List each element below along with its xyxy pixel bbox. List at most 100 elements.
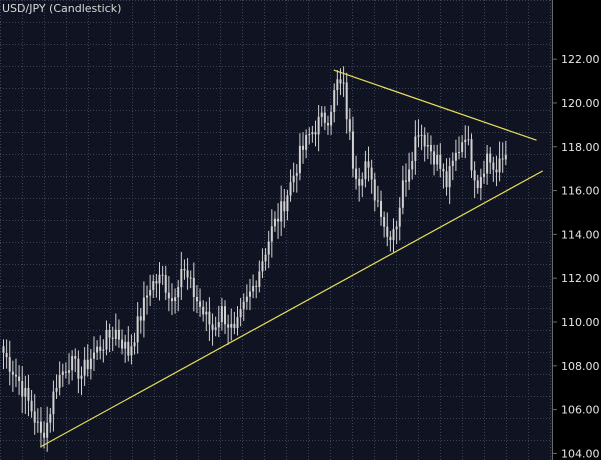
candle-body	[458, 152, 461, 154]
candle-body	[389, 236, 392, 241]
candle-body	[170, 298, 173, 302]
candle-body	[486, 153, 489, 174]
candle-body	[414, 136, 417, 161]
candle-body	[314, 132, 317, 135]
candle-body	[267, 241, 270, 255]
candle-body	[164, 275, 167, 293]
candle-body	[220, 306, 223, 323]
candle-body	[305, 135, 308, 150]
candle-body	[2, 346, 5, 353]
candle-body	[439, 154, 442, 169]
candle-body	[105, 329, 108, 350]
candle-body	[258, 271, 261, 287]
candle-body	[386, 226, 389, 237]
candle-body	[224, 306, 227, 325]
candle-body	[146, 295, 149, 298]
price-tick-label: 108.00	[561, 360, 600, 373]
candle-body	[136, 316, 139, 343]
candle-body	[211, 324, 214, 330]
candle-body	[27, 387, 30, 401]
candle-body	[102, 349, 105, 351]
candle-body	[158, 274, 161, 284]
candle-body	[317, 116, 320, 135]
candle-body	[448, 166, 451, 188]
candle-body	[355, 168, 358, 179]
candle-body	[174, 297, 177, 302]
candle-body	[195, 296, 198, 302]
candle-body	[180, 268, 183, 288]
candle-body	[55, 387, 58, 392]
candle-body	[230, 323, 233, 328]
candle-body	[255, 285, 258, 287]
candle-body	[89, 358, 92, 370]
candle-body	[395, 226, 398, 230]
candle-body	[295, 173, 298, 176]
candle-body	[436, 154, 439, 165]
candle-body	[49, 414, 52, 423]
candle-body	[270, 226, 273, 242]
candle-body	[227, 324, 230, 328]
candle-body	[177, 287, 180, 298]
candle-body	[323, 112, 326, 123]
candle-body	[482, 173, 485, 177]
candle-body	[361, 179, 364, 186]
candle-body	[501, 158, 504, 160]
candle-body	[83, 359, 86, 376]
candle-body	[248, 291, 251, 297]
candle-body	[30, 400, 33, 412]
candle-body	[167, 292, 170, 299]
candle-body	[489, 153, 492, 163]
price-tick-label: 110.00	[561, 316, 600, 329]
candle-body	[451, 160, 454, 167]
candle-body	[239, 309, 242, 318]
plot-area	[0, 0, 552, 460]
candle-body	[117, 329, 120, 340]
candle-body	[77, 358, 80, 379]
candle-body	[186, 270, 189, 278]
candle-body	[367, 161, 370, 168]
candle-body	[99, 346, 102, 351]
candle-body	[261, 261, 264, 272]
candle-body	[11, 371, 14, 375]
candle-body	[454, 152, 457, 161]
candle-body	[370, 167, 373, 180]
candle-body	[80, 375, 83, 379]
candle-body	[264, 254, 267, 262]
candle-body	[214, 327, 217, 330]
candle-body	[492, 162, 495, 170]
price-tick-label: 118.00	[561, 141, 600, 154]
trendline-overlays	[40, 69, 544, 448]
price-tick-label: 114.00	[561, 228, 600, 241]
candle-body	[404, 180, 407, 182]
candle-body	[14, 374, 17, 377]
candle-body	[464, 139, 467, 143]
candle-body	[236, 317, 239, 329]
candle-body	[124, 341, 127, 349]
candle-body	[411, 160, 414, 170]
candle-body	[479, 176, 482, 188]
candle-body	[467, 139, 470, 141]
candle-body	[36, 421, 39, 423]
price-tick-label: 120.00	[561, 97, 600, 110]
candle-body	[476, 180, 479, 188]
candle-body	[333, 90, 336, 112]
candle-body	[111, 337, 114, 339]
candle-body	[192, 277, 195, 297]
candle-series	[2, 66, 507, 452]
candle-body	[292, 175, 295, 183]
candle-body	[52, 391, 55, 415]
candle-body	[320, 112, 323, 117]
candle-body	[92, 352, 95, 359]
candle-body	[139, 316, 142, 321]
candle-body	[18, 376, 21, 382]
price-tick-label: 116.00	[561, 185, 600, 198]
candle-body	[277, 218, 280, 222]
price-tick-label: 122.00	[561, 53, 600, 66]
candle-body	[205, 311, 208, 315]
candle-body	[351, 131, 354, 169]
candle-body	[252, 285, 255, 292]
candle-body	[330, 111, 333, 126]
candle-body	[401, 180, 404, 208]
candle-body	[345, 82, 348, 120]
